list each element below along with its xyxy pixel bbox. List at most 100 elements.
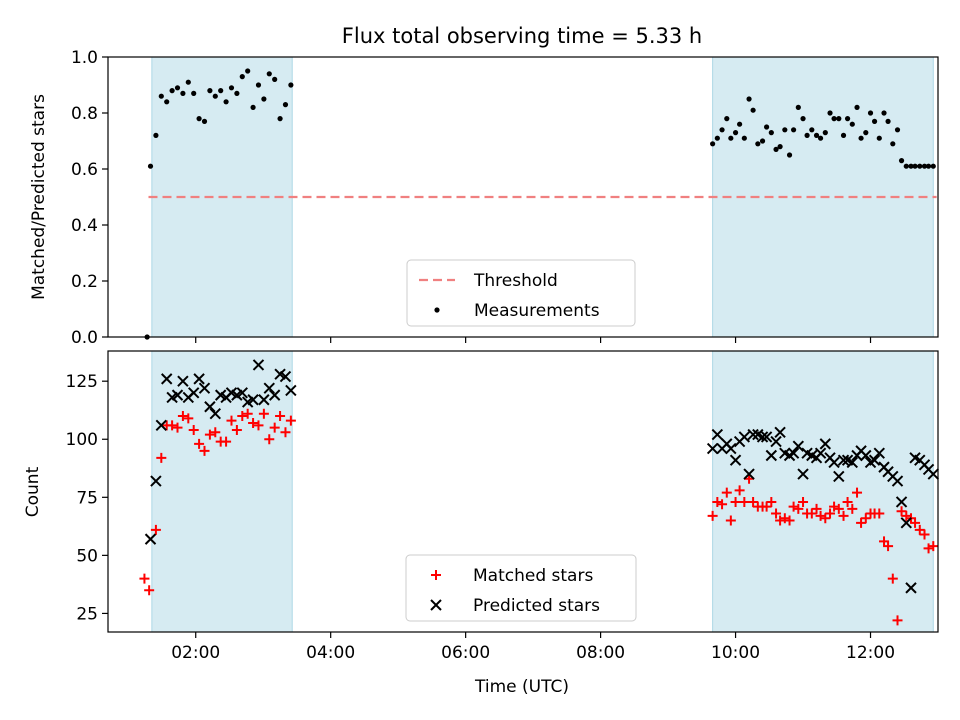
predicted-star-point <box>787 447 800 459</box>
matched-star-point <box>928 541 939 552</box>
axes-frame <box>107 56 939 338</box>
predicted-star-point <box>198 382 211 394</box>
measurement-point <box>272 76 278 82</box>
matched-star-point <box>798 496 809 507</box>
x-axis-label: Time (UTC) <box>474 677 569 697</box>
matched-star-point <box>150 524 161 535</box>
predicted-star-point <box>747 428 759 441</box>
matched-star-point <box>210 427 221 438</box>
matched-star-point <box>183 413 194 424</box>
matched-star-point <box>177 411 188 422</box>
measurement-point <box>800 116 806 122</box>
measurement-point <box>782 127 788 133</box>
matched-star-point <box>838 510 849 521</box>
matched-star-point <box>721 487 732 498</box>
matched-star-point <box>833 503 844 514</box>
predicted-star-point <box>144 533 157 545</box>
matched-star-point <box>253 420 264 431</box>
predicted-star-point <box>729 454 742 466</box>
predicted-star-point <box>263 382 275 394</box>
measurement-point <box>844 116 851 122</box>
predicted-star-point <box>150 475 162 487</box>
predicted-star-point <box>868 454 881 466</box>
y-axis-label-count: Count <box>23 466 43 517</box>
measurement-point <box>930 163 936 169</box>
y-tick-label: 0.4 <box>71 216 98 236</box>
predicted-star-point <box>873 447 886 459</box>
measurement-point <box>912 163 918 169</box>
matched-star-point <box>775 515 786 526</box>
predicted-star-point <box>268 389 281 401</box>
matched-star-point <box>194 438 205 449</box>
matched-star-point <box>269 422 280 433</box>
measurement-point <box>881 110 887 116</box>
predicted-star-point <box>797 468 809 480</box>
y-tick-label: 0.8 <box>71 104 98 124</box>
legend-label: Predicted stars <box>473 596 600 616</box>
measurement-point <box>266 71 272 77</box>
measurement-point <box>234 90 240 96</box>
predicted-star-point <box>846 456 859 469</box>
matched-star-point <box>896 506 907 517</box>
predicted-star-point <box>792 440 805 452</box>
predicted-star-point <box>193 373 205 385</box>
y-axis-label-ratio: Matched/Predicted stars <box>29 94 49 300</box>
matched-star-point <box>717 499 728 510</box>
predicted-star-point <box>814 447 827 459</box>
matched-star-point <box>725 515 736 526</box>
matched-star-point <box>825 508 836 519</box>
measurement-point <box>876 135 882 141</box>
predicted-star-point <box>891 475 904 487</box>
predicted-star-point <box>756 431 769 443</box>
measurement-point <box>831 116 837 122</box>
measurement-point <box>898 158 905 164</box>
predicted-star-point <box>209 407 222 420</box>
measurement-point <box>768 130 774 136</box>
measurement-point <box>764 124 770 130</box>
measurement-point <box>719 127 725 133</box>
measurement-point <box>885 118 891 124</box>
predicted-star-point <box>927 468 939 480</box>
measurement-point <box>218 88 224 94</box>
measurement-point <box>255 82 262 88</box>
measurement-point <box>223 99 229 105</box>
predicted-star-point <box>819 438 832 450</box>
measurement-point <box>245 68 251 74</box>
predicted-star-point <box>765 449 778 462</box>
x-tick-label: 04:00 <box>306 643 355 663</box>
measurement-point <box>282 102 289 108</box>
measurement-point <box>228 85 235 91</box>
measurement-point <box>212 93 218 99</box>
series-measurements <box>144 68 936 340</box>
measurement-point <box>755 141 761 147</box>
measurement-point <box>741 135 747 141</box>
measurement-point <box>288 82 294 88</box>
predicted-star-point <box>905 582 917 594</box>
measurement-point <box>854 104 860 110</box>
matched-star-point <box>856 517 867 528</box>
predicted-star-point <box>155 419 168 432</box>
x-tick-label: 02:00 <box>171 643 220 663</box>
legend-ratio: Threshold Measurements <box>406 259 636 327</box>
observing-span-2 <box>712 350 934 633</box>
measurement-point <box>921 163 928 169</box>
measurement-point <box>917 163 923 169</box>
measurement-point <box>239 74 245 80</box>
matched-star-point <box>748 496 759 507</box>
legend-label: Measurements <box>474 301 600 321</box>
series-predicted-stars <box>144 359 939 594</box>
y-tick-label: 75 <box>76 488 98 508</box>
legend-box <box>405 554 637 622</box>
matched-star-point <box>914 524 925 535</box>
ratio-panel: 0.0 0.2 0.4 0.6 0.8 1.0 Threshold Measurements <box>71 48 939 348</box>
measurement-point <box>849 121 855 127</box>
predicted-star-point <box>252 359 265 371</box>
x-tick-label: 06:00 <box>441 643 490 663</box>
measurement-point <box>277 116 283 122</box>
measurement-point <box>827 110 833 116</box>
predicted-star-point <box>236 387 248 399</box>
predicted-star-point <box>760 431 773 443</box>
measurement-point <box>773 146 779 152</box>
matched-star-point <box>847 503 858 514</box>
measurement-point <box>890 141 896 147</box>
